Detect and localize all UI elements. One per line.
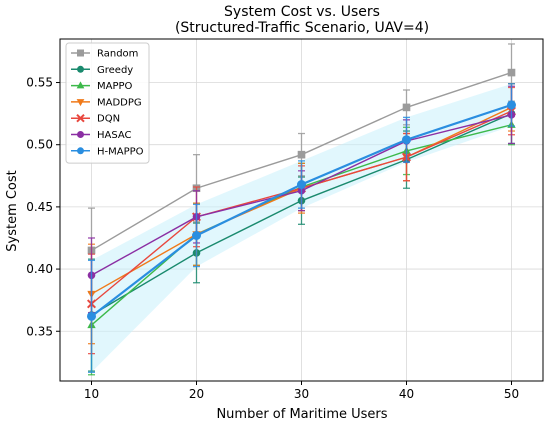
y-tick-label: 0.35 <box>26 324 53 338</box>
data-point <box>507 100 516 110</box>
legend-entry-dqn: DQN <box>71 114 120 125</box>
data-point <box>297 150 306 159</box>
chart-subtitle: (Structured-Traffic Scenario, UAV=4) <box>175 20 429 36</box>
legend-entry-mappo: MAPPO <box>71 81 133 92</box>
y-axis-label: System Cost <box>5 170 20 252</box>
legend-box <box>65 42 150 164</box>
x-tick-label: 50 <box>504 387 519 401</box>
legend-entry-hasac: HASAC <box>71 130 132 141</box>
data-point <box>402 103 411 112</box>
legend-label: Random <box>97 49 138 60</box>
y-tick-label: 0.45 <box>26 200 53 214</box>
x-axis-label: Number of Maritime Users <box>216 407 387 422</box>
x-tick-label: 20 <box>189 387 204 401</box>
legend-marker <box>76 99 85 107</box>
legend-marker <box>77 131 84 138</box>
legend-label: Greedy <box>97 65 133 76</box>
legend-marker <box>77 65 84 73</box>
legend-marker <box>76 81 85 89</box>
legend-marker <box>77 147 84 155</box>
legend-label: MAPPO <box>97 81 133 92</box>
y-tick-label: 0.50 <box>26 138 53 152</box>
legend-label: H-MAPPO <box>97 146 144 157</box>
legend-label: HASAC <box>97 130 132 141</box>
data-point <box>297 180 306 190</box>
legend-label: MADDPG <box>97 97 142 108</box>
y-tick-label: 0.40 <box>26 262 53 276</box>
x-tick-label: 40 <box>399 387 414 401</box>
series-h-mappo <box>87 83 516 373</box>
legend-marker <box>76 113 85 123</box>
data-point <box>402 135 411 145</box>
data-point <box>87 311 96 321</box>
chart-title: System Cost vs. Users <box>224 4 380 20</box>
legend-entry-greedy: Greedy <box>71 65 133 76</box>
x-tick-label: 10 <box>84 387 99 401</box>
x-tick-label: 30 <box>294 387 309 401</box>
legend-entry-random: Random <box>71 49 138 60</box>
legend-label: DQN <box>97 114 120 125</box>
legend-entry-h-mappo: H-MAPPO <box>71 146 144 157</box>
y-tick-label: 0.55 <box>26 76 53 90</box>
axis-ticks: 10 20 30 40 50 0.35 0.40 0.45 0.50 0.55 <box>26 76 519 401</box>
legend-entry-maddpg: MADDPG <box>71 97 142 108</box>
data-point <box>192 230 201 240</box>
series-group <box>86 43 517 376</box>
data-point <box>507 68 516 77</box>
legend: Random Greedy MAPPO MADDPG DQN HASAC H-MAPPO <box>65 42 150 164</box>
legend-marker <box>77 49 84 57</box>
